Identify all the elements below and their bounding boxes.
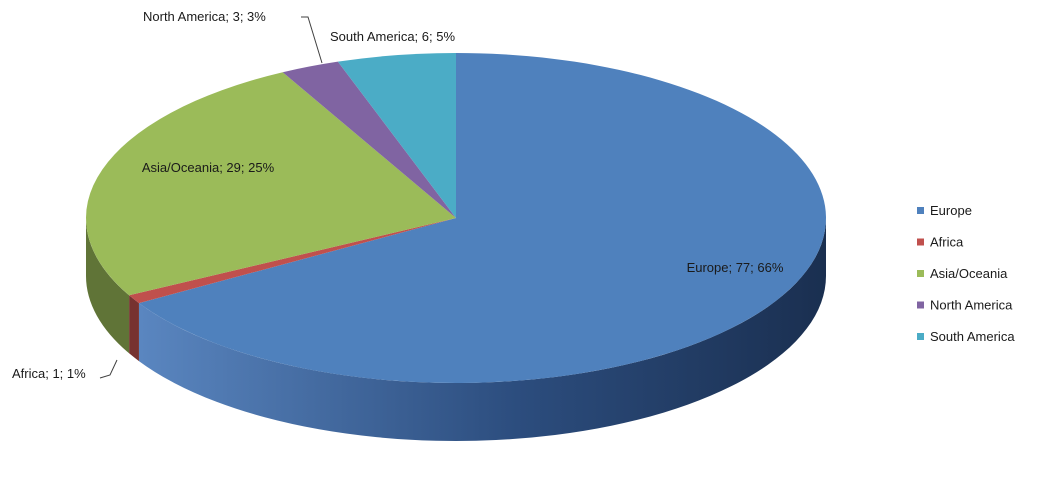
data-label-europe: Europe; 77; 66% (687, 260, 784, 275)
slice-side-asia-oceania (86, 218, 130, 354)
legend-label-africa: Africa (930, 235, 964, 250)
pie-top (85, 53, 827, 384)
legend-label-north-america: North America (930, 298, 1013, 313)
legend: Europe Africa Asia/Oceania North America Sou… (917, 203, 1015, 344)
legend-label-south-america: South America (930, 329, 1015, 344)
slice-africa (129, 218, 457, 304)
leader-line-north-america (301, 16, 323, 64)
data-label-south-america: South America; 6; 5% (330, 29, 455, 44)
legend-swatch-asia-oceania (917, 270, 924, 277)
slice-europe (138, 53, 827, 384)
data-label-north-america: North America; 3; 3% (143, 9, 266, 24)
slice-side-africa (129, 295, 139, 362)
legend-swatch-europe (917, 207, 924, 214)
slice-asia-oceania (85, 72, 456, 296)
pie-sides (86, 218, 827, 442)
legend-swatch-africa (917, 238, 924, 246)
legend-label-asia-oceania: Asia/Oceania (930, 266, 1008, 281)
legend-swatch-north-america (917, 301, 924, 309)
data-label-asia-oceania: Asia/Oceania; 29; 25% (142, 160, 275, 175)
leader-line-africa (99, 359, 118, 379)
legend-swatch-south-america (917, 333, 924, 340)
slice-side-europe (138, 218, 827, 442)
legend-label-europe: Europe (930, 203, 972, 218)
slice-north-america (282, 61, 456, 219)
data-label-africa: Africa; 1; 1% (12, 366, 86, 381)
slice-south-america (337, 53, 456, 218)
pie-labels: Europe; 77; 66% Africa; 1; 1% Asia/Oceania… (12, 9, 784, 381)
